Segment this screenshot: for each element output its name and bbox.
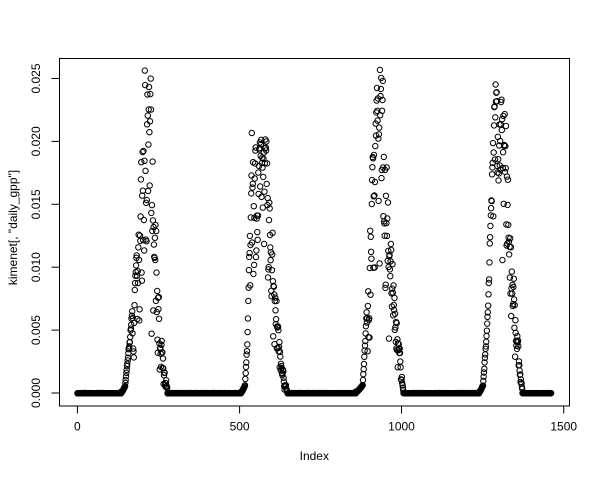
svg-text:0.015: 0.015 xyxy=(29,189,43,219)
svg-text:1500: 1500 xyxy=(550,420,577,434)
svg-text:0.000: 0.000 xyxy=(29,378,43,408)
svg-text:0.020: 0.020 xyxy=(29,126,43,156)
svg-text:500: 500 xyxy=(230,420,250,434)
svg-text:Index: Index xyxy=(300,449,329,463)
svg-text:0: 0 xyxy=(74,420,81,434)
svg-text:0.010: 0.010 xyxy=(29,252,43,282)
svg-text:kimenet[, "daily_gpp"]: kimenet[, "daily_gpp"] xyxy=(6,170,20,285)
svg-text:0.025: 0.025 xyxy=(29,63,43,93)
svg-text:1000: 1000 xyxy=(388,420,415,434)
svg-text:0.005: 0.005 xyxy=(29,315,43,345)
